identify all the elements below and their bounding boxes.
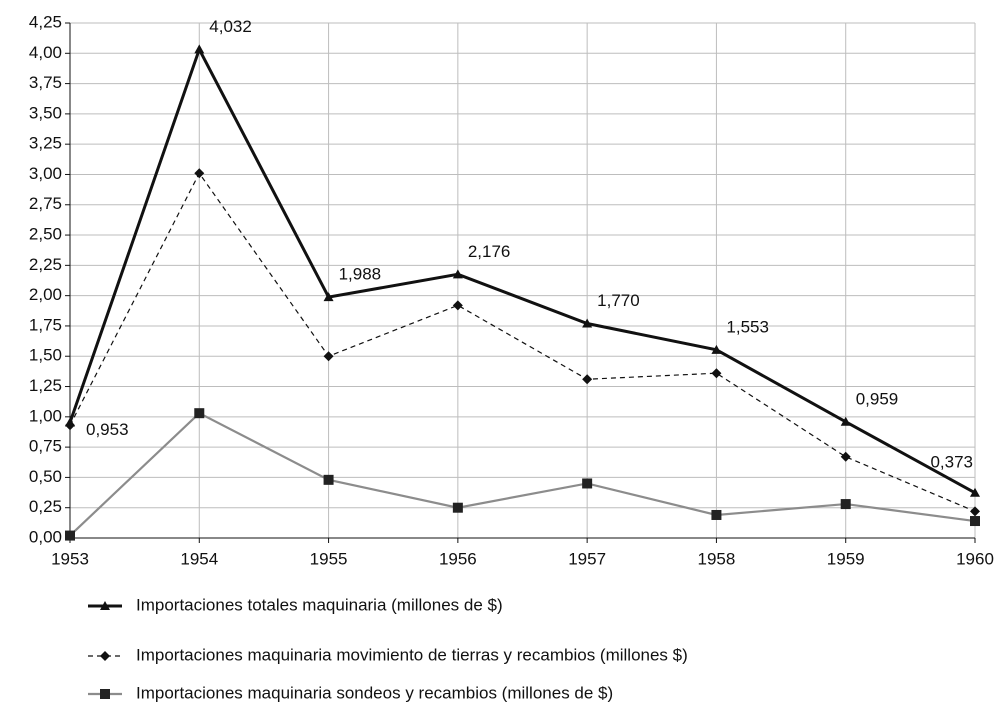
y-tick-label: 2,75 xyxy=(29,194,62,213)
value-label: 2,176 xyxy=(468,242,511,261)
marker xyxy=(711,344,722,354)
x-tick-label: 1956 xyxy=(439,549,477,568)
marker xyxy=(452,269,463,279)
y-tick-label: 2,00 xyxy=(29,285,62,304)
marker xyxy=(582,374,593,385)
marker xyxy=(194,44,205,54)
marker xyxy=(840,416,851,426)
marker xyxy=(323,292,334,302)
series-line xyxy=(68,45,976,495)
legend-label: Importaciones totales maquinaria (millon… xyxy=(136,595,503,614)
x-tick-label: 1960 xyxy=(956,549,994,568)
y-tick-label: 1,75 xyxy=(29,315,62,334)
y-tick-label: 0,00 xyxy=(29,527,62,546)
y-tick-label: 4,00 xyxy=(29,43,62,62)
marker xyxy=(100,651,110,661)
x-tick-label: 1957 xyxy=(568,549,606,568)
y-tick-label: 0,75 xyxy=(29,437,62,456)
y-tick-label: 2,50 xyxy=(29,225,62,244)
y-tick-label: 3,75 xyxy=(29,73,62,92)
y-tick-label: 0,50 xyxy=(29,467,62,486)
marker xyxy=(65,420,75,431)
x-tick-label: 1953 xyxy=(51,549,89,568)
marker xyxy=(840,451,851,462)
y-tick-label: 1,00 xyxy=(29,406,62,425)
value-label: 1,553 xyxy=(726,317,769,336)
marker xyxy=(452,502,463,513)
marker xyxy=(323,474,334,485)
x-tick-label: 1954 xyxy=(180,549,218,568)
marker xyxy=(582,478,593,489)
marker xyxy=(582,318,593,328)
x-tick-label: 1959 xyxy=(827,549,865,568)
y-tick-label: 0,25 xyxy=(29,497,62,516)
marker xyxy=(323,351,334,362)
y-tick-label: 2,25 xyxy=(29,255,62,274)
marker xyxy=(970,506,980,517)
marker xyxy=(194,408,205,419)
marker xyxy=(970,516,980,527)
value-label: 1,988 xyxy=(339,265,382,284)
value-label: 0,959 xyxy=(856,389,899,408)
x-tick-label: 1955 xyxy=(310,549,348,568)
marker xyxy=(100,689,110,699)
y-tick-label: 4,25 xyxy=(29,12,62,31)
y-tick-label: 3,00 xyxy=(29,164,62,183)
marker xyxy=(65,530,75,541)
marker xyxy=(711,509,722,520)
marker xyxy=(970,487,980,497)
value-label: 1,770 xyxy=(597,291,640,310)
x-tick-label: 1958 xyxy=(698,549,736,568)
y-tick-label: 1,50 xyxy=(29,346,62,365)
marker xyxy=(711,368,722,379)
series-line xyxy=(69,411,976,537)
value-label: 0,373 xyxy=(930,452,973,471)
marker xyxy=(840,499,851,510)
legend-label: Importaciones maquinaria movimiento de t… xyxy=(136,645,688,664)
value-label: 4,032 xyxy=(209,17,252,36)
y-tick-label: 3,50 xyxy=(29,103,62,122)
value-label: 0,953 xyxy=(86,420,129,439)
y-tick-label: 1,25 xyxy=(29,376,62,395)
series-line xyxy=(69,172,976,512)
marker xyxy=(452,300,463,311)
legend-label: Importaciones maquinaria sondeos y recam… xyxy=(136,683,613,702)
marker xyxy=(100,601,110,610)
marker xyxy=(194,168,205,179)
y-tick-label: 3,25 xyxy=(29,134,62,153)
